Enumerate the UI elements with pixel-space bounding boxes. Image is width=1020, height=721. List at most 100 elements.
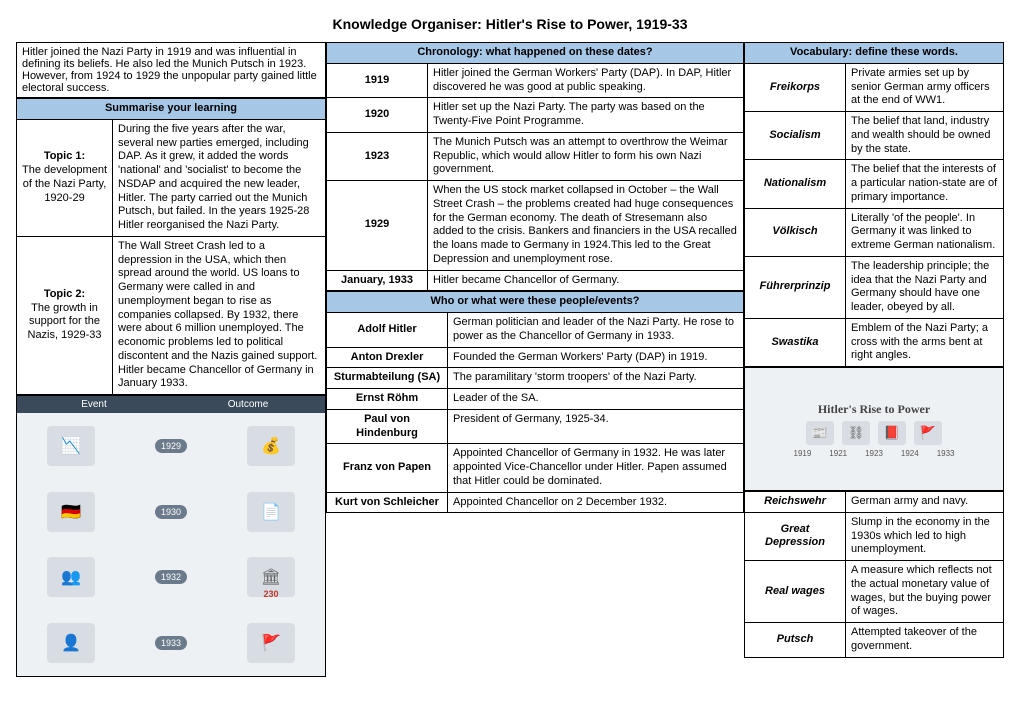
person-text: Leader of the SA. xyxy=(448,389,744,410)
rise-year: 1923 xyxy=(865,449,883,458)
topic2-name: The growth in support for the Nazis, 192… xyxy=(28,302,102,342)
vocab-table: Vocabulary: define these words. Freikorp… xyxy=(744,42,1004,367)
rise-years: 1919 1921 1923 1924 1933 xyxy=(794,449,955,458)
vocab-term: Putsch xyxy=(745,623,846,658)
rise-year: 1933 xyxy=(937,449,955,458)
vocab-def: Slump in the economy in the 1930s which … xyxy=(846,512,1004,560)
vocab-def: Literally 'of the people'. In Germany it… xyxy=(846,208,1004,256)
year-pill: 1930 xyxy=(155,505,187,519)
topic1-name: The development of the Nazi Party, 1920-… xyxy=(22,164,107,204)
prison-icon: ⛓ xyxy=(842,421,870,445)
evout-row: 📉 1929 💰 xyxy=(17,413,325,479)
reichstag-icon: 🏛 230 xyxy=(247,557,295,597)
vocab-def: The belief that land, industry and wealt… xyxy=(846,112,1004,160)
chron-year: January, 1933 xyxy=(327,270,428,291)
chron-year: 1923 xyxy=(327,132,428,180)
person-name: Sturmabteilung (SA) xyxy=(327,368,448,389)
vocab-def: A measure which reflects not the actual … xyxy=(846,561,1004,623)
topic2-title: Topic 2: xyxy=(22,288,107,302)
people-header: Who or what were these people/events? xyxy=(327,292,744,313)
person-name: Franz von Papen xyxy=(327,444,448,492)
chron-text: Hitler joined the German Workers' Party … xyxy=(428,63,744,98)
vocab-term: Swastika xyxy=(745,318,846,366)
chron-text: The Munich Putsch was an attempt to over… xyxy=(428,132,744,180)
rise-year: 1919 xyxy=(794,449,812,458)
vocab-term: Real wages xyxy=(745,561,846,623)
vocab-term: Nationalism xyxy=(745,160,846,208)
event-outcome-infographic: Event Outcome 📉 1929 💰 🇩🇪 1930 📄 👥 1932 … xyxy=(16,395,326,677)
flag-chart-icon: 📉 xyxy=(47,426,95,466)
vocab-def: Attempted takeover of the government. xyxy=(846,623,1004,658)
chron-year: 1919 xyxy=(327,63,428,98)
book-icon: 📕 xyxy=(878,421,906,445)
summarise-table: Summarise your learning Topic 1: The dev… xyxy=(16,98,326,395)
topic2-label: Topic 2: The growth in support for the N… xyxy=(17,236,113,394)
mid-column: Chronology: what happened on these dates… xyxy=(326,42,744,677)
vocab-term: Freikorps xyxy=(745,63,846,111)
vocab-term: Völkisch xyxy=(745,208,846,256)
chronology-header: Chronology: what happened on these dates… xyxy=(327,43,744,64)
money-bag-icon: 💰 xyxy=(247,426,295,466)
chron-year: 1920 xyxy=(327,98,428,133)
vocab-table-lower: ReichswehrGerman army and navy. Great De… xyxy=(744,491,1004,658)
rise-to-power-infographic: Hitler's Rise to Power 📰 ⛓ 📕 🚩 1919 1921… xyxy=(744,367,1004,491)
rise-year: 1924 xyxy=(901,449,919,458)
rise-icons: 📰 ⛓ 📕 🚩 xyxy=(806,421,942,445)
person-name: Ernst Röhm xyxy=(327,389,448,410)
year-pill: 1929 xyxy=(155,439,187,453)
person-text: Appointed Chancellor on 2 December 1932. xyxy=(448,492,744,513)
vocab-term: Reichswehr xyxy=(745,492,846,513)
hitler-icon: 👤 xyxy=(47,623,95,663)
chron-year: 1929 xyxy=(327,181,428,271)
vocab-header: Vocabulary: define these words. xyxy=(745,43,1004,64)
person-name: Anton Drexler xyxy=(327,347,448,368)
evout-col-event: Event xyxy=(17,396,171,413)
year-pill: 1932 xyxy=(155,570,187,584)
evout-header: Event Outcome xyxy=(17,396,325,413)
page-title: Knowledge Organiser: Hitler's Rise to Po… xyxy=(16,16,1004,32)
nazi-flag-icon: 🚩 xyxy=(247,623,295,663)
evout-row: 👥 1932 🏛 230 xyxy=(17,545,325,611)
rise-title: Hitler's Rise to Power xyxy=(818,402,930,417)
topic2-text: The Wall Street Crash led to a depressio… xyxy=(113,236,326,394)
person-text: President of Germany, 1925-34. xyxy=(448,409,744,444)
person-name: Kurt von Schleicher xyxy=(327,492,448,513)
vocab-def: The belief that the interests of a parti… xyxy=(846,160,1004,208)
person-text: The paramilitary 'storm troopers' of the… xyxy=(448,368,744,389)
person-text: German politician and leader of the Nazi… xyxy=(448,313,744,348)
people-table: Who or what were these people/events? Ad… xyxy=(326,291,744,513)
topic1-title: Topic 1: xyxy=(22,150,107,164)
vocab-term: Socialism xyxy=(745,112,846,160)
chron-text: Hitler set up the Nazi Party. The party … xyxy=(428,98,744,133)
person-name: Paul von Hindenburg xyxy=(327,409,448,444)
chron-text: When the US stock market collapsed in Oc… xyxy=(428,181,744,271)
chron-text: Hitler became Chancellor of Germany. xyxy=(428,270,744,291)
evout-col-outcome: Outcome xyxy=(171,396,325,413)
intro-text: Hitler joined the Nazi Party in 1919 and… xyxy=(16,42,326,98)
topic1-label: Topic 1: The development of the Nazi Par… xyxy=(17,119,113,236)
person-text: Appointed Chancellor of Germany in 1932.… xyxy=(448,444,744,492)
main-layout: Hitler joined the Nazi Party in 1919 and… xyxy=(16,42,1004,677)
topic1-text: During the five years after the war, sev… xyxy=(113,119,326,236)
year-pill: 1933 xyxy=(155,636,187,650)
rise-year: 1921 xyxy=(829,449,847,458)
person-text: Founded the German Workers' Party (DAP) … xyxy=(448,347,744,368)
vocab-term: Great Depression xyxy=(745,512,846,560)
vocab-term: Führerprinzip xyxy=(745,256,846,318)
evout-row: 👤 1933 🚩 xyxy=(17,610,325,676)
vocab-def: The leadership principle; the idea that … xyxy=(846,256,1004,318)
people-icon: 👥 xyxy=(47,557,95,597)
evout-row: 🇩🇪 1930 📄 xyxy=(17,479,325,545)
document-icon: 📄 xyxy=(247,492,295,532)
newspaper-icon: 📰 xyxy=(806,421,834,445)
right-column: Vocabulary: define these words. Freikorp… xyxy=(744,42,1004,677)
vote-230: 230 xyxy=(263,589,278,599)
chronology-table: Chronology: what happened on these dates… xyxy=(326,42,744,291)
vocab-def: Emblem of the Nazi Party; a cross with t… xyxy=(846,318,1004,366)
german-flag-icon: 🇩🇪 xyxy=(47,492,95,532)
left-column: Hitler joined the Nazi Party in 1919 and… xyxy=(16,42,326,677)
vocab-def: German army and navy. xyxy=(846,492,1004,513)
vocab-def: Private armies set up by senior German a… xyxy=(846,63,1004,111)
building-glyph: 🏛 xyxy=(261,567,281,587)
summarise-header: Summarise your learning xyxy=(17,99,326,120)
